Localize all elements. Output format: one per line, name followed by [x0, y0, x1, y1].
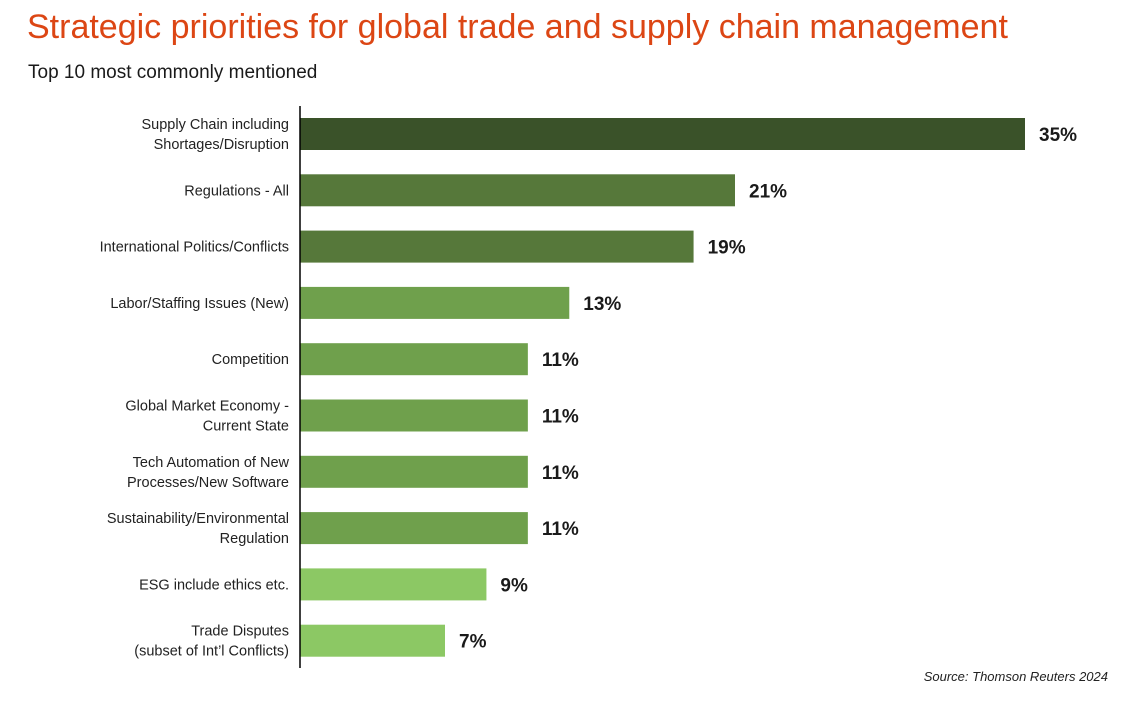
- category-label: Supply Chain including Shortages/Disrupti…: [141, 117, 289, 153]
- bar: [300, 512, 528, 545]
- category-label: ESG include ethics etc.: [139, 577, 289, 593]
- category-label: Competition: [212, 352, 289, 368]
- category-label: Trade Disputes (subset of Int’l Conflicts…: [134, 624, 289, 660]
- category-label: Global Market Economy -Current State: [125, 399, 289, 435]
- bar: [300, 174, 735, 207]
- category-label: International Politics/Conflicts: [100, 240, 289, 256]
- category-label: Sustainability/Environmental Regulation: [107, 511, 289, 547]
- data-label: 7%: [459, 632, 487, 653]
- data-label: 9%: [500, 575, 528, 596]
- category-label: Labor/Staffing Issues (New): [110, 296, 289, 312]
- data-label: 19%: [708, 238, 746, 259]
- bar: [300, 230, 694, 263]
- data-label: 21%: [749, 181, 787, 202]
- chart-subtitle: Top 10 most commonly mentioned: [28, 62, 318, 83]
- bar: [300, 118, 1025, 150]
- category-label: Regulations - All: [184, 183, 289, 199]
- data-label: 11%: [542, 350, 579, 371]
- data-label: 11%: [542, 463, 579, 484]
- bar: [300, 624, 445, 657]
- bar: [300, 343, 528, 376]
- data-label: 13%: [583, 294, 621, 315]
- chart-title: Strategic priorities for global trade an…: [27, 8, 1008, 46]
- data-label: 11%: [542, 519, 579, 540]
- bar: [300, 286, 570, 319]
- data-label: 11%: [542, 407, 579, 428]
- bar: [300, 568, 487, 601]
- source-note: Source: Thomson Reuters 2024: [923, 669, 1108, 684]
- bar: [300, 399, 528, 432]
- category-label: Tech Automation of New Processes/New Soft…: [127, 455, 290, 491]
- data-label: 35%: [1039, 125, 1077, 146]
- bar: [300, 455, 528, 488]
